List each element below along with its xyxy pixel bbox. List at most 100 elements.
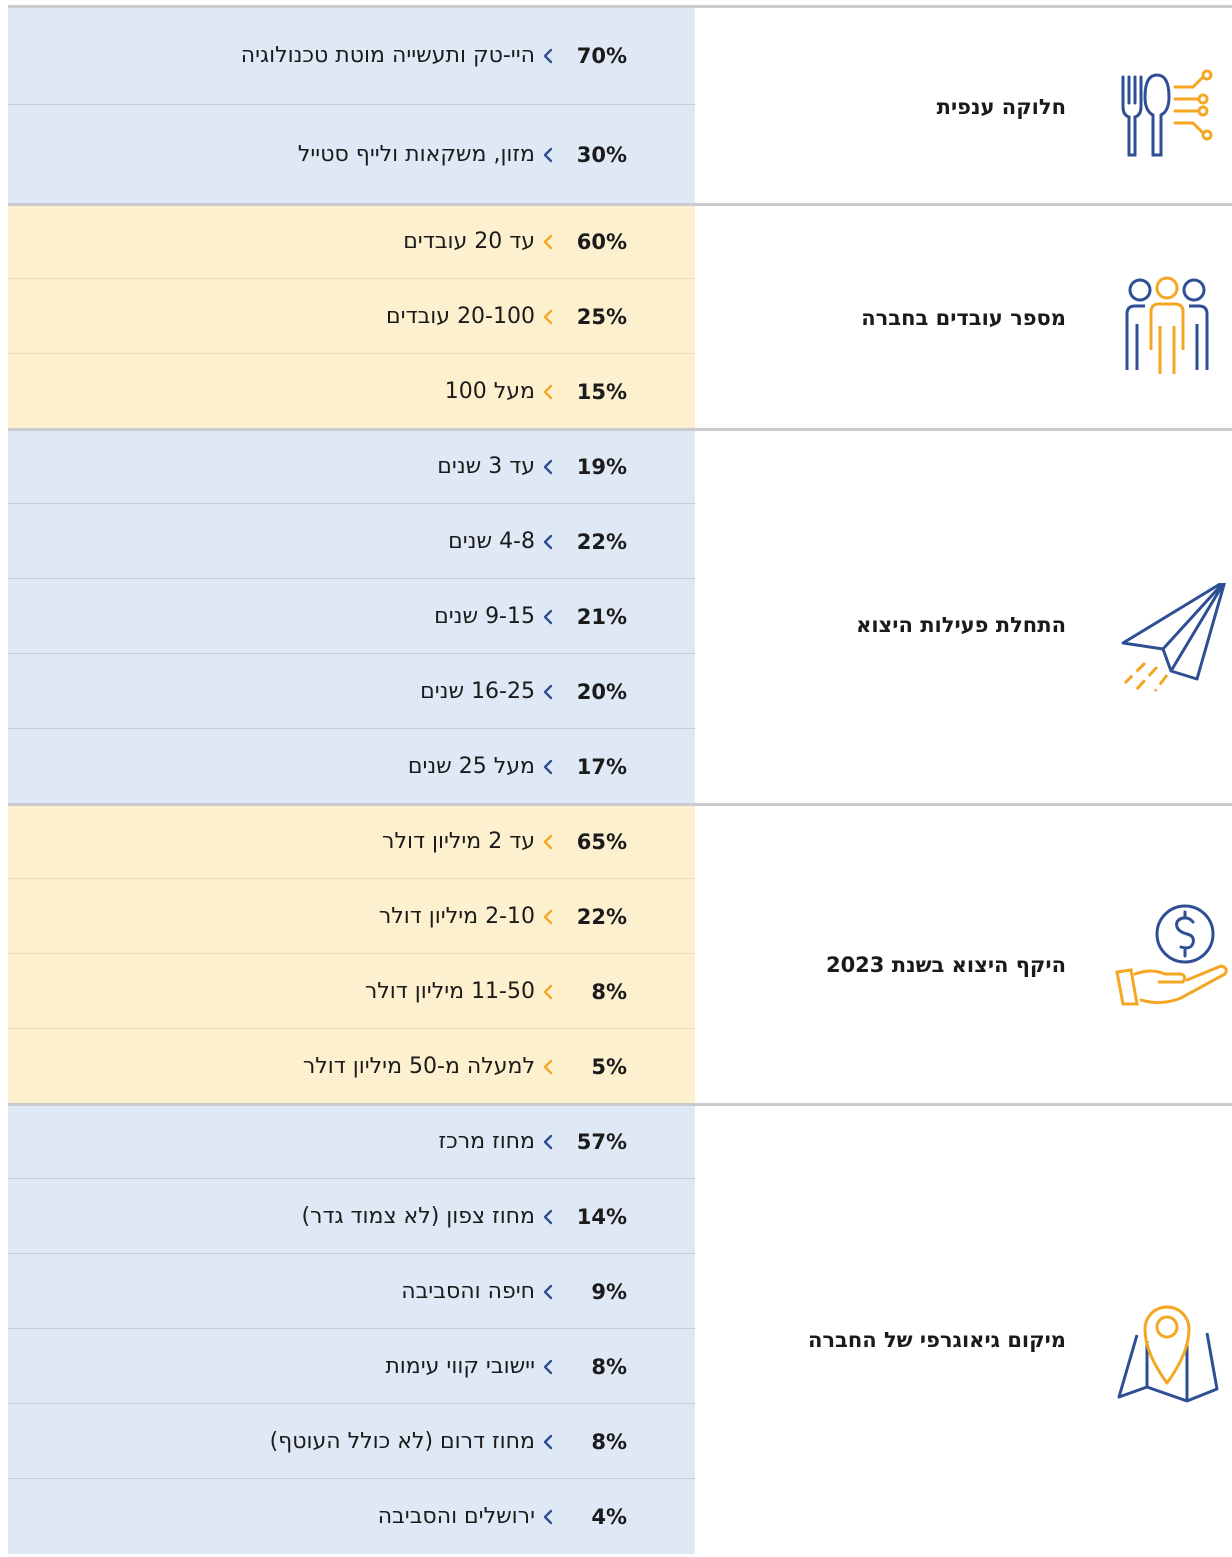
section-title: חלוקה ענפית: [936, 95, 1066, 119]
row-label: יישובי קווי עימות: [385, 1354, 535, 1379]
row-label: עד 3 שנים: [437, 454, 535, 479]
section-title: התחלת פעילות היצוא: [856, 613, 1066, 637]
chevron: [543, 1284, 553, 1299]
row-divider: [8, 728, 695, 729]
row-label: מעל 25 שנים: [407, 754, 535, 779]
chevron: [543, 309, 553, 324]
row-divider: [8, 104, 695, 105]
percent: 70%: [576, 43, 627, 68]
chevron: [543, 384, 553, 399]
export-icon: [1115, 904, 1228, 1006]
row-divider: [8, 653, 695, 654]
row-divider: [8, 278, 695, 279]
percent: 9%: [591, 1279, 627, 1304]
row-divider: [8, 1478, 695, 1479]
section-title: היקף היצוא בשנת 2023: [825, 953, 1066, 977]
section: 60% עד 20 עובדים 25% 20-100 עובדים 15% מעל 10…: [0, 204, 1232, 429]
row: 8% יישובי קווי עימות: [8, 1329, 695, 1404]
percent: 8%: [591, 1354, 627, 1379]
percent: 14%: [576, 1204, 627, 1229]
row-label: למעלה מ-50 מיליון דולר: [302, 1054, 535, 1079]
section-panel: [8, 204, 695, 429]
chevron: [543, 834, 553, 849]
row-divider: [8, 1328, 695, 1329]
row-label: 11-50 מיליון דולר: [364, 979, 535, 1004]
chevron: [543, 459, 553, 474]
row-label: מחוז צפון (לא צמוד גדר): [301, 1204, 535, 1229]
section-panel: [8, 6, 695, 204]
row-divider: [8, 1178, 695, 1179]
chevron: [543, 1209, 553, 1224]
percent: 8%: [591, 1429, 627, 1454]
section-divider: [8, 428, 1232, 431]
chevron: [543, 1509, 553, 1524]
row: 22% 4-8 שנים: [8, 504, 695, 579]
percent: 8%: [591, 979, 627, 1004]
chevron: [543, 984, 553, 999]
percent: 65%: [576, 829, 627, 854]
row: 14% מחוז צפון (לא צמוד גדר): [8, 1179, 695, 1254]
chevron: [543, 48, 553, 63]
section-divider: [8, 803, 1232, 806]
row: 19% עד 3 שנים: [8, 429, 695, 504]
row: 65% עד 2 מיליון דולר: [8, 804, 695, 879]
chevron: [543, 534, 553, 549]
row: 17% מעל 25 שנים: [8, 729, 695, 804]
row-label: 20-100 עובדים: [386, 304, 535, 329]
row-label: מחוז מרכז: [438, 1129, 535, 1154]
row-label: 9-15 שנים: [434, 604, 535, 629]
row-label: 4-8 שנים: [448, 529, 535, 554]
percent: 60%: [576, 229, 627, 254]
location-icon: [1117, 1305, 1219, 1403]
chevron: [543, 759, 553, 774]
row: 8% מחוז דרום (לא כולל העוטף): [8, 1404, 695, 1479]
chevron: [543, 234, 553, 249]
row-label: מעל 100: [444, 379, 535, 404]
chevron: [543, 1359, 553, 1374]
section-title: מיקום גיאוגרפי של החברה: [807, 1328, 1066, 1352]
row-label: מחוז דרום (לא כולל העוטף): [269, 1429, 535, 1454]
percent: 21%: [576, 604, 627, 629]
row: 5% למעלה מ-50 מיליון דולר: [8, 1029, 695, 1104]
row-divider: [8, 1253, 695, 1254]
row: 20% 16-25 שנים: [8, 654, 695, 729]
chevron: [543, 1434, 553, 1449]
percent: 25%: [576, 304, 627, 329]
row-divider: [8, 578, 695, 579]
row-divider: [8, 353, 695, 354]
percent: 22%: [576, 904, 627, 929]
row: 9% חיפה והסביבה: [8, 1254, 695, 1329]
row-label: עד 2 מיליון דולר: [382, 829, 535, 854]
percent: 20%: [576, 679, 627, 704]
percent: 17%: [576, 754, 627, 779]
section-divider: [8, 203, 1232, 206]
row-label: עד 20 עובדים: [403, 229, 535, 254]
row-label: היי-טק ותעשייה מוטת טכנולוגיה: [240, 43, 535, 68]
percent: 30%: [576, 142, 627, 167]
section: 57% מחוז מרכז 14% מחוז צפון (לא צמוד גדר) 9%…: [0, 1104, 1232, 1554]
percent: 15%: [576, 379, 627, 404]
row: 70% היי-טק ותעשייה מוטת טכנולוגיה: [8, 6, 695, 105]
chevron: [543, 1059, 553, 1074]
row-divider: [8, 953, 695, 954]
chevron: [543, 609, 553, 624]
chevron: [543, 684, 553, 699]
row-divider: [8, 878, 695, 879]
percent: 57%: [576, 1129, 627, 1154]
row-label: חיפה והסביבה: [401, 1279, 535, 1304]
row-label: מזון, משקאות ולייף סטייל: [297, 142, 535, 167]
section-title: מספר עובדים בחברה: [861, 306, 1066, 330]
row-label: 2-10 מיליון דולר: [378, 904, 535, 929]
employees-icon: [1125, 276, 1209, 374]
row-divider: [8, 1028, 695, 1029]
section: 19% עד 3 שנים 22% 4-8 שנים 21% 9-15 שנים 20% 16…: [0, 429, 1232, 804]
row: 8% 11-50 מיליון דולר: [8, 954, 695, 1029]
section-panel: [8, 804, 695, 1104]
section-divider: [8, 1103, 1232, 1106]
row: 4% ירושלים והסביבה: [8, 1479, 695, 1554]
percent: 4%: [591, 1504, 627, 1529]
row: 60% עד 20 עובדים: [8, 204, 695, 279]
industry-icon: [1121, 69, 1213, 157]
plane-icon: [1121, 583, 1226, 693]
